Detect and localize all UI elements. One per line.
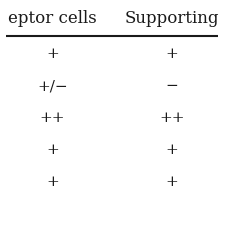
- Text: +: +: [165, 175, 178, 189]
- Text: +: +: [165, 143, 178, 157]
- Text: +: +: [46, 47, 59, 62]
- Text: ++: ++: [40, 111, 65, 125]
- Text: +: +: [165, 47, 178, 62]
- Text: +: +: [46, 175, 59, 189]
- Text: −: −: [165, 79, 178, 93]
- Text: +: +: [46, 143, 59, 157]
- Text: Supporting: Supporting: [124, 10, 219, 27]
- Text: eptor cells: eptor cells: [8, 10, 97, 27]
- Text: +/−: +/−: [37, 79, 68, 93]
- Text: ++: ++: [159, 111, 184, 125]
